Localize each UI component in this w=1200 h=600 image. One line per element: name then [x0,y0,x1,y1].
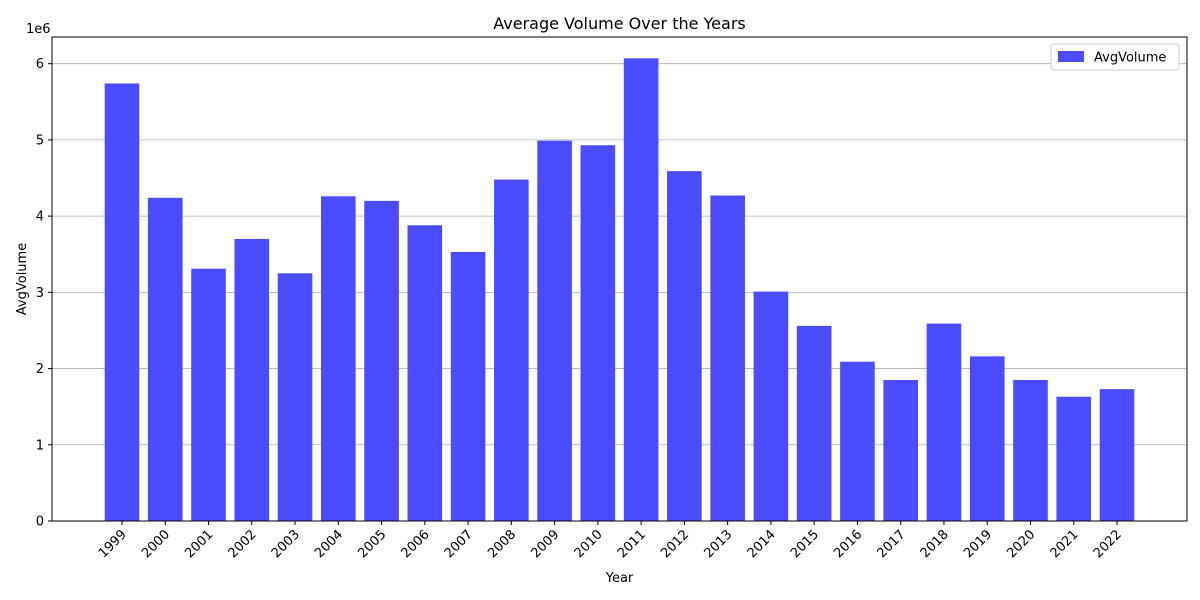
bar-2011 [623,58,659,521]
x-tick-label: 2020 [1004,527,1038,561]
y-axis-label: AvgVolume [15,243,30,315]
bar-2009 [537,140,572,521]
x-tick-label: 2009 [528,527,562,561]
y-tick-label: 4 [36,210,44,225]
x-tick-label: 2005 [355,527,389,561]
bar-2017 [883,379,918,521]
bar-2008 [494,179,529,521]
bar-2003 [277,273,313,521]
legend-label: AvgVolume [1094,51,1166,66]
legend: AvgVolume [1050,43,1180,71]
x-tick-label: 1999 [96,527,130,561]
x-tick-label: 2002 [226,527,260,561]
y-tick-label: 2 [36,362,44,377]
x-tick-label: 2022 [1091,527,1125,561]
x-tick-label: 2021 [1048,527,1082,561]
y-tick-label: 3 [36,286,44,301]
bar-2014 [753,291,789,521]
x-tick-label: 2019 [961,527,995,561]
x-axis-label: Year [605,571,634,586]
bar-2019 [969,356,1005,521]
bar-2004 [321,196,356,521]
x-tick-label: 2012 [658,527,692,561]
x-axis-ticks: 1999 2000 2001 2002 2003 2004 2005 2006 2007 2008… [96,521,1125,561]
bar-2000 [147,197,183,521]
bar-1999 [104,83,140,521]
bar-2005 [364,200,399,521]
x-tick-label: 2004 [312,527,346,561]
y-tick-label: 5 [36,133,44,148]
x-tick-label: 2003 [269,527,303,561]
y-tick-label: 6 [36,57,44,72]
legend-box [1050,43,1180,71]
bar-2021 [1056,396,1092,521]
bar-2006 [407,225,443,521]
y-tick-label: 0 [36,515,44,530]
chart-title: Average Volume Over the Years [493,14,746,33]
x-tick-label: 2001 [182,527,216,561]
bar-2007 [450,251,486,522]
x-tick-label: 2010 [572,527,606,561]
y-tick-label: 1 [36,438,44,453]
legend-swatch [1058,51,1084,62]
y-axis-offset-label: 1e6 [26,22,51,37]
x-tick-label: 2000 [139,527,173,561]
bar-2015 [796,325,832,521]
bar-2013 [710,195,745,522]
x-tick-label: 2008 [485,527,519,561]
bar-2012 [667,171,702,522]
bar-2001 [191,268,226,521]
bars [104,58,1135,522]
x-tick-label: 2016 [831,527,865,561]
y-axis-ticks: 0 1 2 3 4 5 6 [36,57,52,530]
x-tick-label: 2007 [442,527,476,561]
x-tick-label: 2013 [701,527,735,561]
bar-2018 [926,323,962,521]
x-tick-label: 2006 [399,527,433,561]
plot-frame [51,36,1188,522]
x-tick-label: 2017 [875,527,909,561]
bar-2010 [580,145,616,521]
x-tick-label: 2011 [615,527,649,561]
bar-2002 [234,238,270,521]
bar-2016 [840,361,875,521]
bar-2020 [1013,379,1048,521]
bar-2022 [1099,389,1135,521]
x-tick-label: 2018 [918,527,952,561]
x-tick-label: 2014 [745,527,779,561]
x-tick-label: 2015 [788,527,822,561]
